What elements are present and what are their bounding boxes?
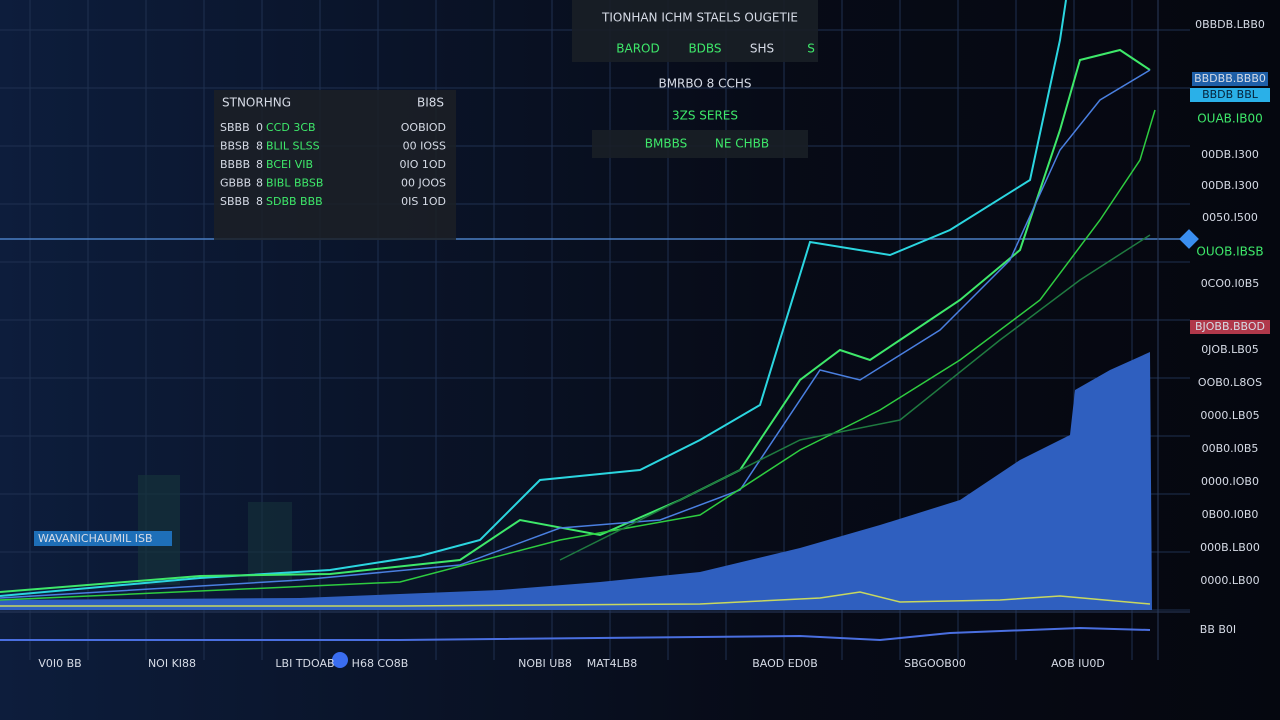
row-index: 0 [256, 121, 263, 134]
header-stat: BDBS [688, 42, 721, 56]
row-label: SDBB BBB [266, 195, 323, 208]
badge [34, 531, 172, 546]
x-axis-label: LBI TDOAB [275, 657, 334, 670]
price-line [0, 0, 1067, 597]
x-axis-label: NOI KI88 [148, 657, 196, 670]
price-tag-text: BBDBB.BBB0 [1194, 72, 1266, 85]
x-axis-label: H68 CO8B [352, 657, 409, 670]
header-stat: BAROD [616, 42, 659, 56]
header-panel [572, 0, 818, 62]
row-index: 8 [256, 177, 263, 190]
indicator-line [0, 591, 1151, 607]
indicator-line [0, 626, 1151, 642]
row-value: 0IS 1OD [401, 195, 446, 208]
row-index: 8 [256, 195, 263, 208]
price-tag-text: OUAB.IB00 [1197, 112, 1263, 126]
row-index: 8 [256, 158, 263, 171]
axis-label: 0BBDB.LBB0 [1195, 18, 1265, 31]
row-value: OOBIOD [401, 121, 446, 134]
volume-ghost [138, 475, 180, 585]
header-stat: S [807, 42, 815, 56]
axis-label: 0JOB.LB05 [1201, 343, 1259, 356]
scroll-handle[interactable] [332, 652, 348, 668]
axis-label: 00DB.I300 [1201, 148, 1259, 161]
row-code: SBBB [220, 195, 250, 208]
row-index: 8 [256, 140, 263, 153]
row-code: BBBB [220, 158, 250, 171]
axis-label: 0000.LB05 [1200, 409, 1259, 422]
x-axis-label: AOB IU0D [1051, 657, 1105, 670]
price-line [0, 48, 1151, 593]
row-label: BIBL BBSB [266, 177, 323, 190]
price-tag-text: BJOBB.BBOD [1195, 320, 1265, 333]
axis-label: OOB0.L8OS [1198, 376, 1262, 389]
axis-label: 0CO0.I0B5 [1201, 277, 1260, 290]
moving-average [0, 69, 1151, 599]
axis-label: 000B.LB00 [1200, 541, 1260, 554]
axis-label: 00B0.I0B5 [1202, 442, 1259, 455]
axis-label: 0050.I500 [1202, 211, 1258, 224]
price-tag [1190, 320, 1270, 334]
row-code: BBSB [220, 140, 249, 153]
header-footer: BMBBS [645, 137, 687, 151]
x-axis-label: BAOD ED0B [752, 657, 817, 670]
row-label: BLIL SLSS [266, 140, 320, 153]
axis-label: 0000.IOB0 [1201, 475, 1259, 488]
price-tag-text: BBDB BBL [1202, 88, 1259, 101]
row-value: 00 JOOS [401, 177, 446, 190]
panel-title: STNORHNG [222, 96, 291, 110]
axis-label: 00DB.I300 [1201, 179, 1259, 192]
panel-value: BI8S [417, 96, 444, 110]
header-subtitle: BMRBO 8 CCHS [658, 77, 751, 91]
volume-ghost [248, 502, 292, 582]
row-label: BCEI VIB [266, 158, 313, 171]
axis-label: 0000.LB00 [1200, 574, 1259, 587]
footer-panel [592, 130, 808, 158]
crosshair-marker [1179, 229, 1199, 249]
row-value: 0IO 1OD [399, 158, 446, 171]
header-stat: SHS [750, 42, 774, 56]
x-axis-label: NOBI UB8 [518, 657, 572, 670]
price-tag [1190, 88, 1270, 102]
area-series [0, 352, 1152, 610]
row-value: 00 IOSS [403, 140, 446, 153]
price-tag [1192, 72, 1268, 86]
price-tag-text: OUOB.IBSB [1196, 245, 1263, 259]
header-footer: NE CHBB [715, 137, 769, 151]
moving-average [559, 234, 1151, 561]
badge-text: WAVANICHAUMIL ISB [38, 532, 153, 545]
axis-label: 0B00.I0B0 [1202, 508, 1259, 521]
volume-label: BB B0I [1200, 623, 1236, 636]
header-title: TIONHAN ICHM STAELS OUGETIE [601, 11, 798, 25]
row-code: SBBB [220, 121, 250, 134]
info-panel [214, 90, 456, 240]
moving-average [0, 109, 1156, 601]
x-axis-label: MAT4LB8 [587, 657, 638, 670]
series-label: 3ZS SERES [672, 109, 738, 123]
x-axis-label: V0I0 BB [38, 657, 81, 670]
row-label: CCD 3CB [266, 121, 316, 134]
row-code: GBBB [220, 177, 251, 190]
x-axis-label: SBGOOB00 [904, 657, 966, 670]
